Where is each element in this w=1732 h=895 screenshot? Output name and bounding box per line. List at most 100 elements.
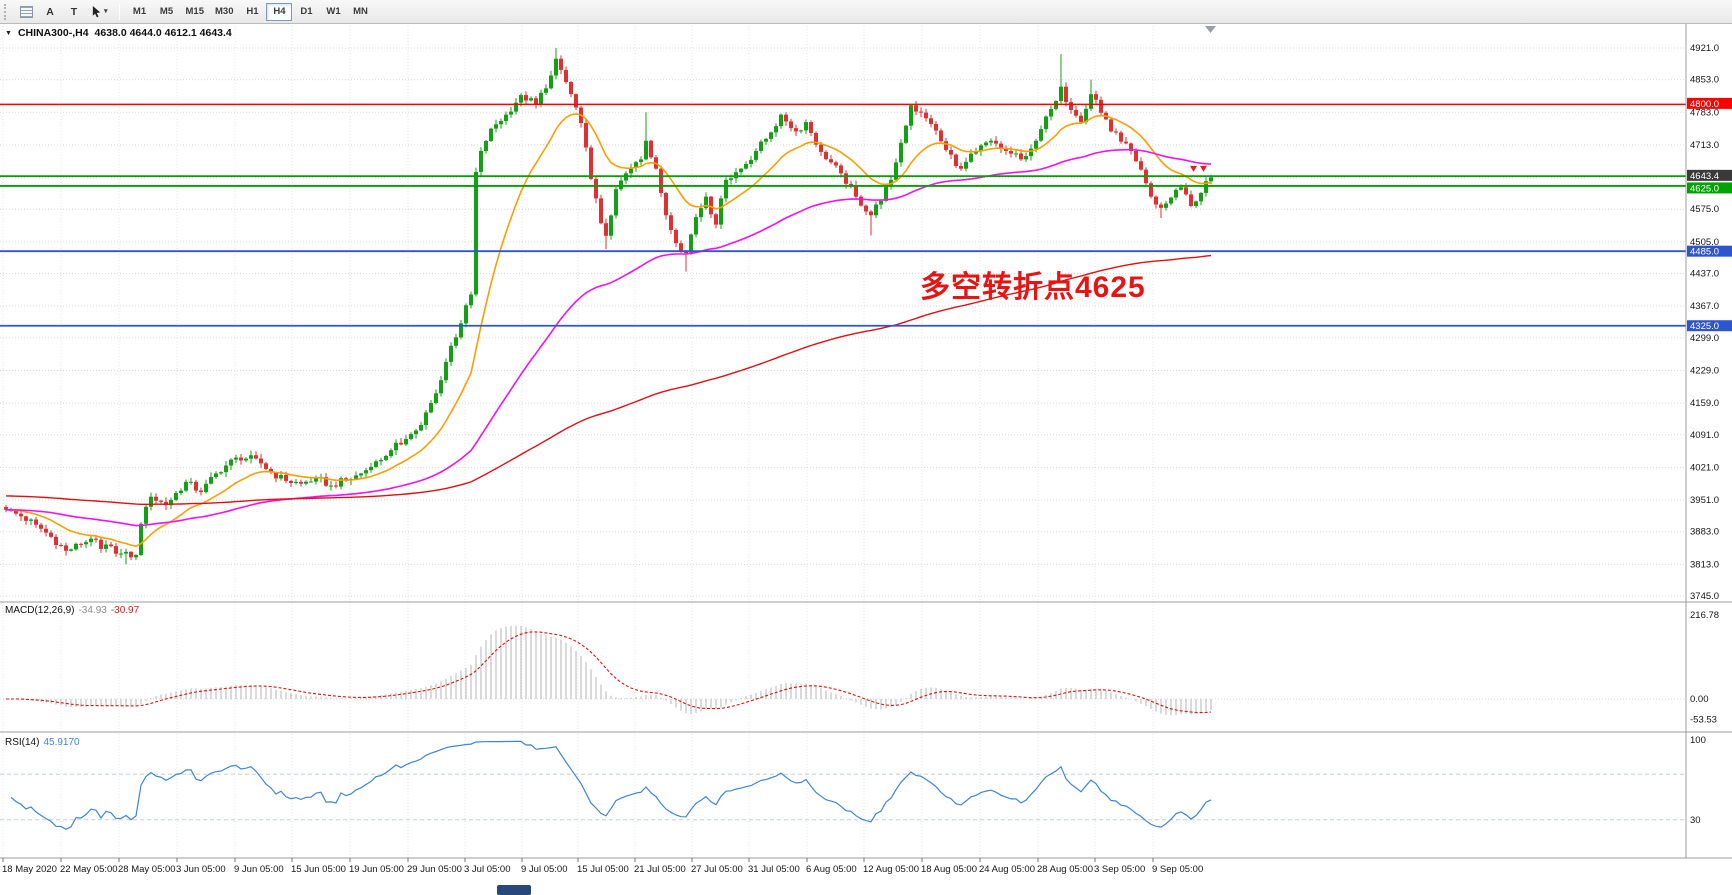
svg-text:4159.0: 4159.0 — [1690, 398, 1719, 409]
chart-shift-marker-icon[interactable] — [1205, 26, 1216, 33]
symbol-info: ▼ CHINA300-,H4 4638.0 4644.0 4612.1 4643… — [5, 27, 232, 39]
svg-text:18 May 2020: 18 May 2020 — [2, 864, 57, 875]
rsi-line — [10, 740, 1212, 830]
mid-ma-line — [6, 148, 1212, 527]
rsi-name: RSI(14) — [5, 737, 40, 748]
hatch-pattern-tool-button[interactable] — [15, 2, 37, 21]
svg-text:3 Jun 05:00: 3 Jun 05:00 — [176, 864, 226, 875]
timeframe-button-h4[interactable]: H4 — [266, 2, 293, 21]
macd-name: MACD(12,26,9) — [5, 605, 75, 616]
text-label-tool-button[interactable]: T — [63, 2, 85, 21]
price-tag — [1687, 97, 1732, 109]
svg-text:15 Jun 05:00: 15 Jun 05:00 — [291, 864, 346, 875]
svg-text:0.00: 0.00 — [1690, 694, 1709, 705]
svg-text:4485.0: 4485.0 — [1690, 247, 1719, 258]
top-toolbar: A T ▾ M1 M5 M15 M30 H1 H4 D1 W1 MN — [0, 0, 1732, 24]
macd-signal-line — [6, 631, 1212, 714]
svg-text:4505.0: 4505.0 — [1690, 237, 1719, 248]
svg-text:9 Jul 05:00: 9 Jul 05:00 — [521, 864, 567, 875]
collapse-arrow-icon[interactable]: ▼ — [5, 29, 12, 37]
svg-text:28 May 05:00: 28 May 05:00 — [118, 864, 176, 875]
fast-ma-line — [6, 113, 1212, 548]
symbol-timeframe-label: CHINA300-,H4 — [17, 27, 89, 39]
svg-text:3 Sep 05:00: 3 Sep 05:00 — [1094, 864, 1145, 875]
svg-text:21 Jul 05:00: 21 Jul 05:00 — [634, 864, 686, 875]
svg-text:3951.0: 3951.0 — [1690, 495, 1719, 506]
toolbar-grip[interactable] — [4, 3, 8, 20]
candlesticks — [4, 48, 1213, 565]
svg-text:4625.0: 4625.0 — [1690, 183, 1719, 194]
svg-text:9 Jun 05:00: 9 Jun 05:00 — [234, 864, 284, 875]
svg-text:24 Aug 05:00: 24 Aug 05:00 — [979, 864, 1035, 875]
time-axis[interactable] — [0, 858, 1732, 878]
timeframe-button-d1[interactable]: D1 — [293, 3, 319, 21]
text-label-tool-label: T — [70, 5, 78, 18]
svg-text:4713.0: 4713.0 — [1690, 140, 1719, 151]
svg-text:4091.0: 4091.0 — [1690, 430, 1719, 441]
price-tag — [1687, 245, 1732, 257]
dropdown-caret-icon: ▾ — [104, 8, 108, 15]
toolbar-separator — [118, 3, 120, 20]
timeframe-button-w1[interactable]: W1 — [320, 3, 346, 21]
arrows-tool-button[interactable]: ▾ — [87, 2, 112, 21]
svg-text:3813.0: 3813.0 — [1690, 559, 1719, 570]
svg-text:4800.0: 4800.0 — [1690, 99, 1719, 110]
svg-text:4325.0: 4325.0 — [1690, 321, 1719, 332]
svg-text:216.78: 216.78 — [1690, 610, 1719, 621]
svg-text:6 Aug 05:00: 6 Aug 05:00 — [806, 864, 857, 875]
svg-text:18 Aug 05:00: 18 Aug 05:00 — [921, 864, 977, 875]
gridlines — [0, 26, 1686, 858]
svg-text:9 Sep 05:00: 9 Sep 05:00 — [1152, 864, 1203, 875]
taskbar-fragment — [497, 885, 531, 895]
svg-text:28 Aug 05:00: 28 Aug 05:00 — [1037, 864, 1093, 875]
svg-text:4921.0: 4921.0 — [1690, 43, 1719, 54]
timeframe-button-h1[interactable]: H1 — [239, 3, 265, 21]
price-axis[interactable] — [1687, 24, 1732, 858]
svg-text:12 Aug 05:00: 12 Aug 05:00 — [863, 864, 919, 875]
svg-text:30: 30 — [1690, 815, 1701, 826]
timeframe-button-m1[interactable]: M1 — [127, 3, 153, 21]
svg-text:100: 100 — [1690, 735, 1706, 746]
svg-text:4853.0: 4853.0 — [1690, 75, 1719, 86]
macd-main-value: -34.93 — [78, 605, 107, 616]
text-tool-button[interactable]: A — [39, 2, 61, 21]
svg-text:31 Jul 05:00: 31 Jul 05:00 — [748, 864, 800, 875]
svg-text:4575.0: 4575.0 — [1690, 204, 1719, 215]
price-tag — [1687, 169, 1732, 181]
slow-ma-line — [5, 254, 1212, 505]
macd-indicator-label: MACD(12,26,9) -34.93 -30.97 — [5, 605, 143, 616]
svg-text:4299.0: 4299.0 — [1690, 333, 1719, 344]
text-tool-label: A — [46, 5, 54, 18]
svg-text:4229.0: 4229.0 — [1690, 365, 1719, 376]
svg-text:3745.0: 3745.0 — [1690, 591, 1719, 602]
svg-text:4367.0: 4367.0 — [1690, 301, 1719, 312]
macd-histogram — [10, 625, 1212, 716]
svg-text:4783.0: 4783.0 — [1690, 107, 1719, 118]
down-arrow-marker[interactable] — [1190, 165, 1197, 172]
timeframe-button-m30[interactable]: M30 — [210, 3, 238, 21]
svg-text:4643.4: 4643.4 — [1690, 171, 1719, 182]
rsi-indicator-label: RSI(14) 45.9170 — [5, 737, 84, 748]
timeframe-button-m15[interactable]: M15 — [181, 3, 209, 21]
svg-text:-53.53: -53.53 — [1690, 715, 1717, 726]
timeframe-group: M1 M5 M15 M30 H1 H4 D1 W1 MN — [127, 2, 374, 21]
svg-text:4021.0: 4021.0 — [1690, 462, 1719, 473]
svg-text:3883.0: 3883.0 — [1690, 527, 1719, 538]
timeframe-button-mn[interactable]: MN — [347, 3, 373, 21]
rsi-value: 45.9170 — [43, 737, 80, 748]
hatch-pattern-icon — [19, 5, 33, 18]
timeframe-button-m5[interactable]: M5 — [154, 3, 180, 21]
price-tag — [1687, 320, 1732, 332]
svg-text:4437.0: 4437.0 — [1690, 269, 1719, 280]
svg-text:15 Jul 05:00: 15 Jul 05:00 — [577, 864, 629, 875]
svg-text:27 Jul 05:00: 27 Jul 05:00 — [691, 864, 743, 875]
ohlc-values: 4638.0 4644.0 4612.1 4643.4 — [94, 27, 232, 39]
svg-text:29 Jun 05:00: 29 Jun 05:00 — [407, 864, 462, 875]
chart-annotation[interactable]: 多空转折点4625 — [920, 271, 1146, 304]
svg-text:22 May 05:00: 22 May 05:00 — [60, 864, 118, 875]
down-arrow-marker[interactable] — [1200, 165, 1207, 172]
macd-signal-value: -30.97 — [110, 605, 140, 616]
arrow-cursor-icon — [92, 6, 101, 18]
